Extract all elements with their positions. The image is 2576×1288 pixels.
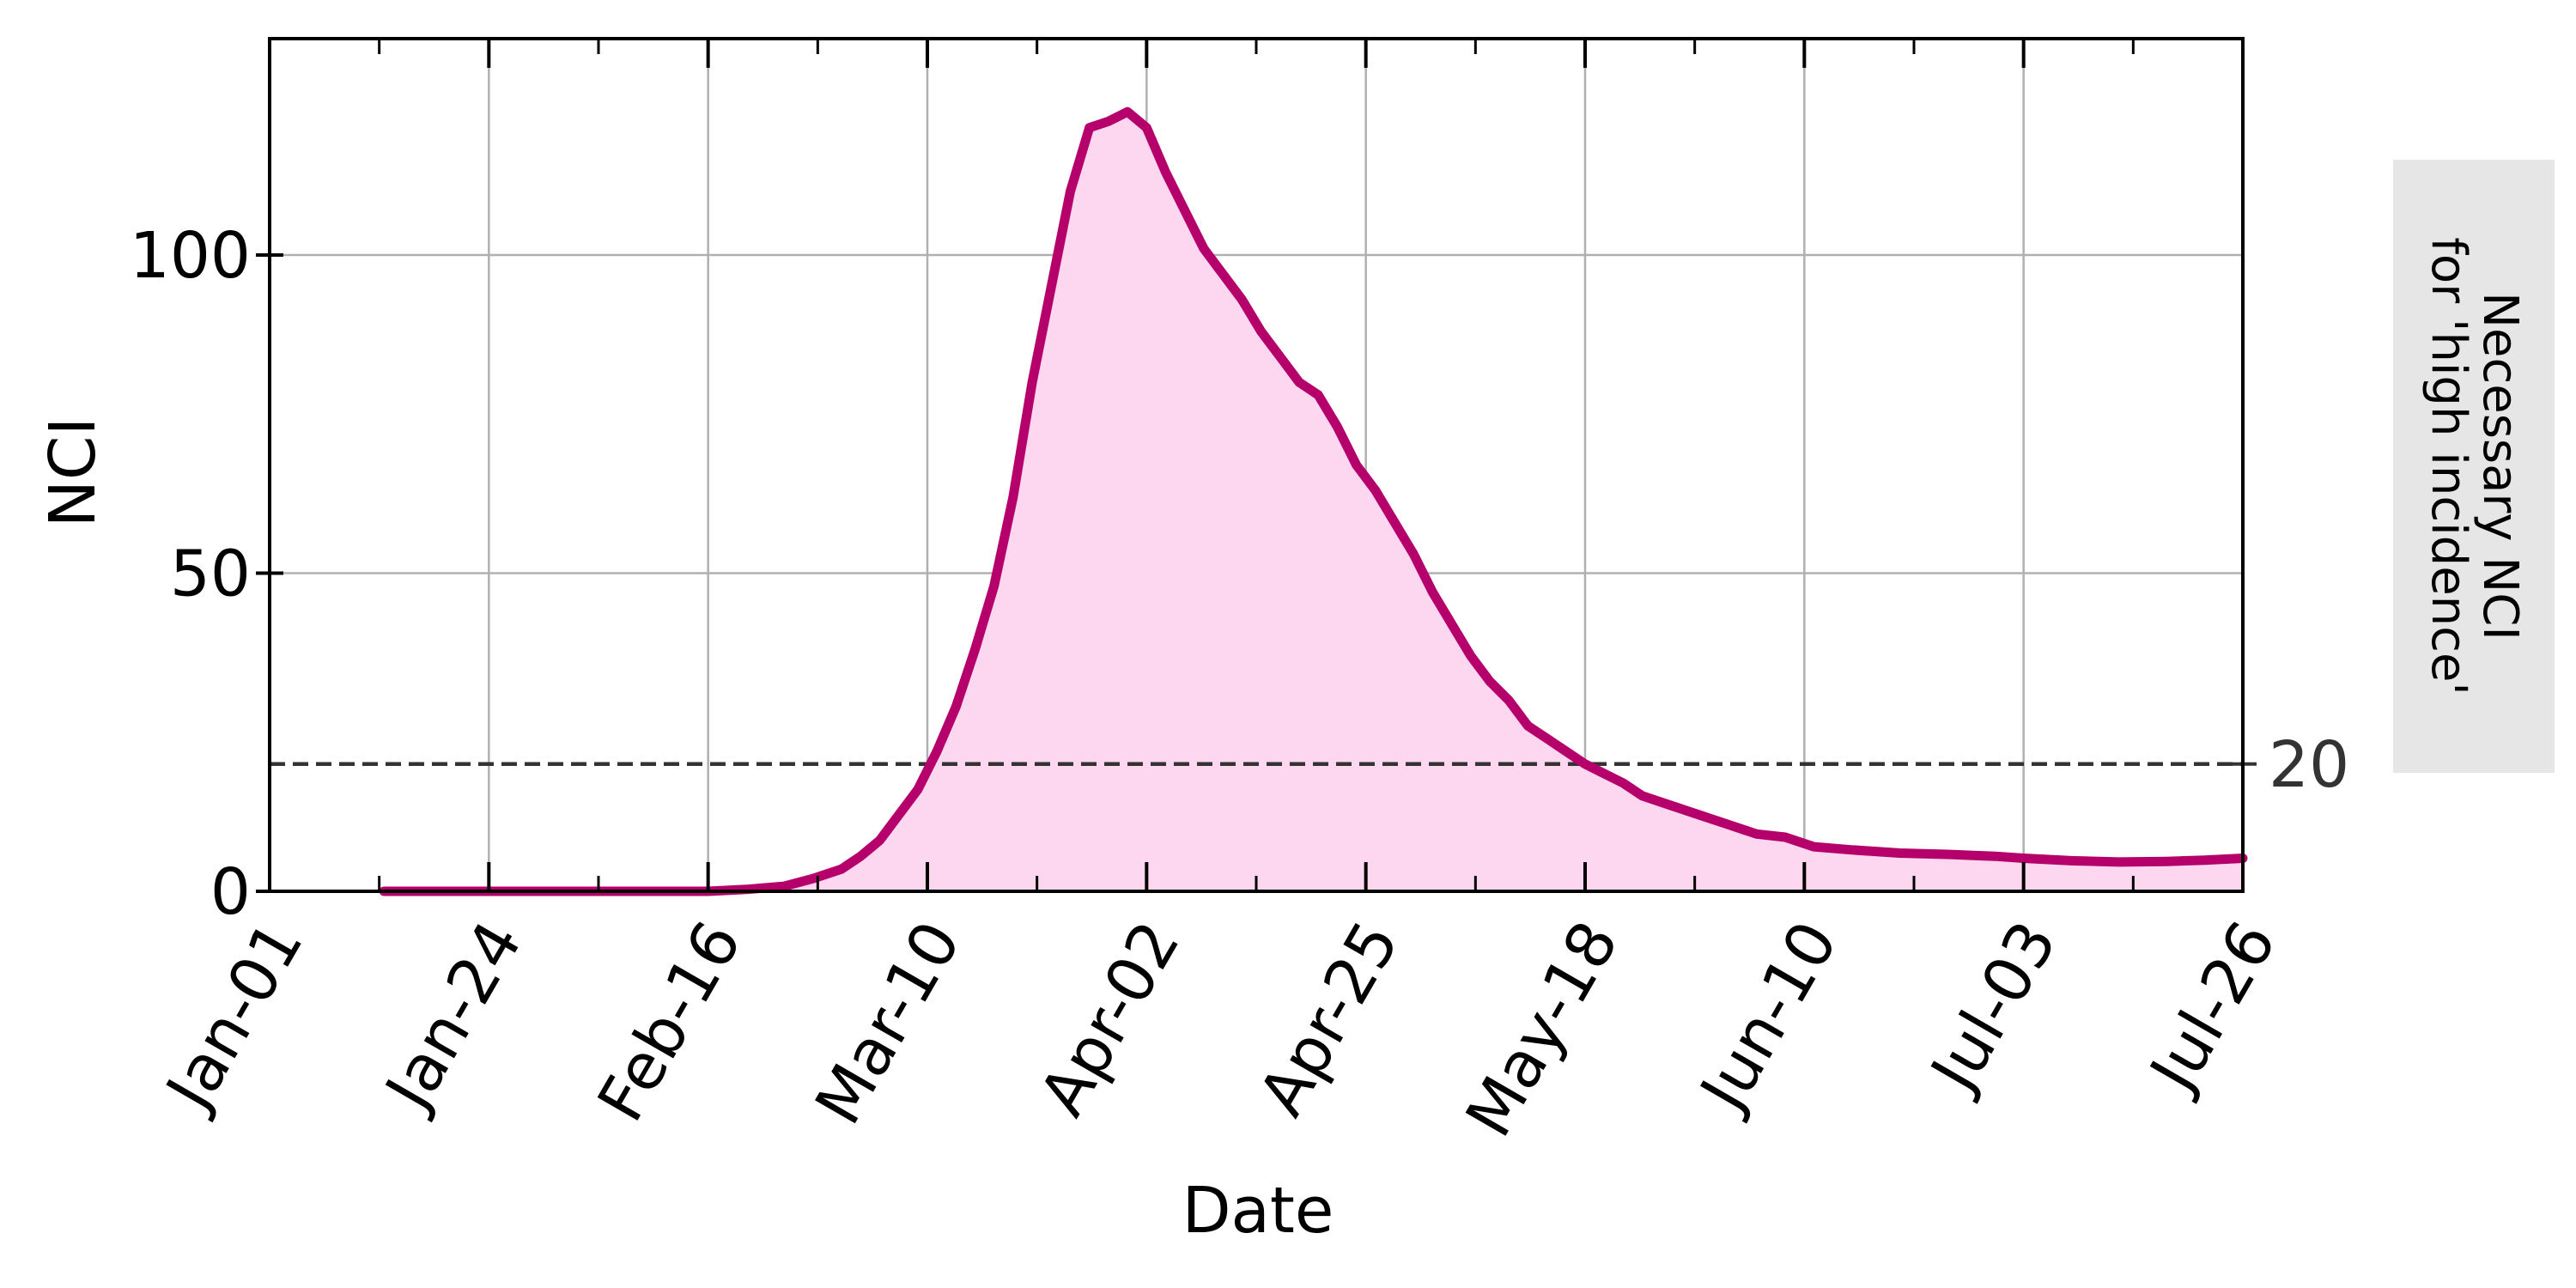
- x-tick-label: Mar-10: [801, 909, 975, 1136]
- x-tick-label: Jul-26: [2135, 909, 2291, 1105]
- high-incidence-note-text: Necessary NCI for 'high incidence': [2421, 160, 2528, 773]
- x-tick-label: Apr-02: [1025, 909, 1194, 1127]
- x-tick-label: Jul-03: [1916, 909, 2072, 1105]
- x-tick-label: Feb-16: [584, 909, 756, 1133]
- threshold-label: 20: [2269, 728, 2349, 802]
- y-tick-label: 0: [210, 855, 251, 929]
- x-tick-label: Jan-24: [370, 909, 537, 1124]
- note-line-2: for 'high incidence': [2421, 237, 2476, 696]
- area-layer: [384, 112, 2244, 891]
- note-line-1: Necessary NCI: [2471, 292, 2528, 641]
- x-axis-title: Date: [1182, 1174, 1334, 1248]
- y-tick-label: 50: [170, 537, 251, 611]
- x-tick-label: May-18: [1452, 909, 1633, 1149]
- x-tick-label: Apr-25: [1245, 909, 1414, 1127]
- nci-area-fill: [384, 112, 2244, 891]
- y-axis-title: NCI: [36, 417, 110, 528]
- x-tick-label: Jan-01: [151, 909, 318, 1124]
- tick-layer: [256, 39, 2245, 893]
- y-tick-label: 100: [130, 219, 251, 293]
- high-incidence-note: Necessary NCI for 'high incidence': [2393, 160, 2555, 773]
- x-tick-label: Jun-10: [1685, 909, 1852, 1125]
- nci-series-line: [379, 106, 2248, 896]
- line-layer: [379, 106, 2248, 896]
- threshold-layer: 20: [270, 728, 2349, 802]
